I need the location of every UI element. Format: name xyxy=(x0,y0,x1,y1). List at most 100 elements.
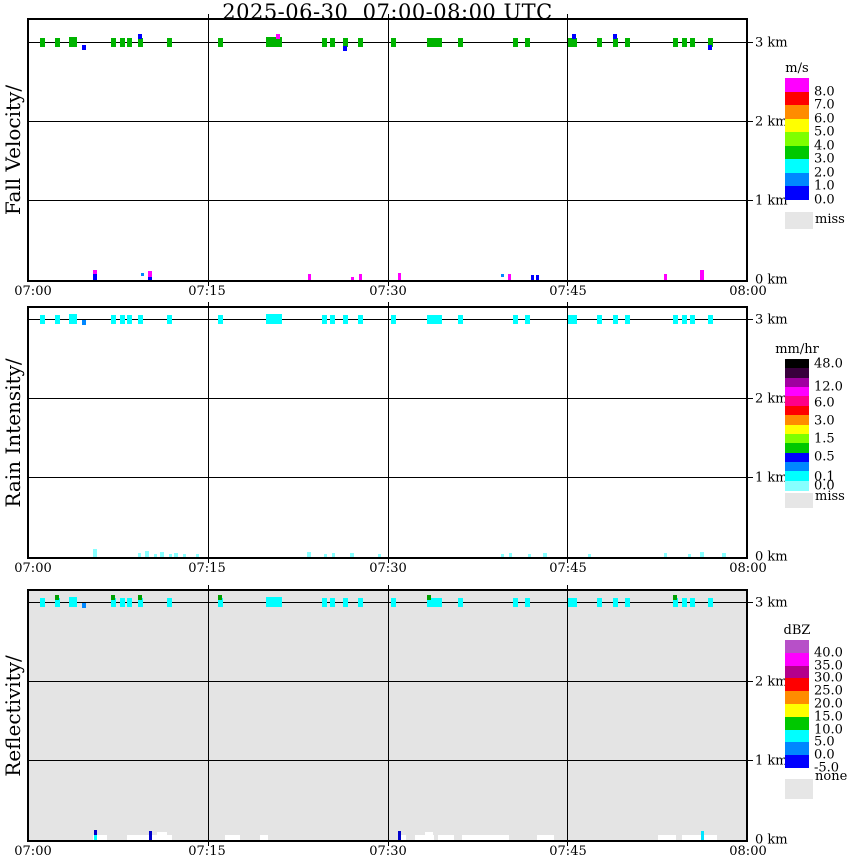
echo-mark-3km xyxy=(322,598,327,607)
colorbar-tick-label: 1.5 xyxy=(814,431,835,447)
colorbar-segment xyxy=(785,377,809,388)
surface-echo-mark xyxy=(508,274,511,280)
x-tick-label: 07:15 xyxy=(188,844,226,859)
echo-mark-3km xyxy=(513,315,518,324)
x-tick-label: 07:45 xyxy=(549,284,587,299)
colorbar-segment xyxy=(785,405,809,416)
colorbar-segment xyxy=(785,755,809,769)
x-tick-label: 07:45 xyxy=(549,561,587,576)
surface-echo-mark xyxy=(351,277,354,280)
surface-echo-mark xyxy=(378,554,381,557)
colorbar-missing-label: miss xyxy=(815,489,845,504)
echo-mark-3km xyxy=(597,315,602,324)
surface-echo-mark xyxy=(658,835,676,840)
height-tick-label: 0 km xyxy=(755,832,788,848)
echo-mark-3km xyxy=(572,38,577,47)
x-tick-top xyxy=(388,302,389,306)
echo-mark-3km xyxy=(391,38,396,47)
echo-mark-3km xyxy=(525,38,530,47)
echo-mark-3km xyxy=(597,38,602,47)
x-tick-label: 07:15 xyxy=(188,561,226,576)
echo-mark-3km xyxy=(432,598,437,607)
echo-mark-3km xyxy=(391,315,396,324)
colorbar-tick-label: 6.0 xyxy=(814,111,835,127)
height-tick-label: 3 km xyxy=(755,312,788,328)
x-tick-top xyxy=(567,14,568,18)
surface-echo-mark xyxy=(700,552,704,557)
echo-mark-3km xyxy=(138,315,143,324)
echo-mark-3km xyxy=(343,598,348,607)
surface-echo-mark xyxy=(701,831,704,840)
colorbar-segment xyxy=(785,742,809,756)
gridline-quarter-hour xyxy=(567,591,568,840)
echo-mark-3km xyxy=(358,315,363,324)
echo-mark-3km xyxy=(682,598,687,607)
x-tick-bottom xyxy=(388,559,389,563)
y-tick-right xyxy=(748,200,753,201)
colorbar-tick-label: 2.0 xyxy=(814,165,835,181)
surface-echo-mark xyxy=(664,274,667,280)
surface-echo-mark xyxy=(148,271,152,277)
x-tick-bottom xyxy=(567,842,568,846)
colorbar-tick-label: 1.0 xyxy=(814,178,835,194)
echo-mark-3km xyxy=(458,38,463,47)
colorbar-tick-label: 30.0 xyxy=(814,670,843,686)
y-tick-right xyxy=(748,121,753,122)
surface-echo-mark xyxy=(398,831,401,840)
colorbar-segment xyxy=(785,433,809,444)
echo-mark-3km xyxy=(458,598,463,607)
colorbar-segment xyxy=(785,480,809,491)
echo-mark-3km xyxy=(432,38,437,47)
y-tick-right xyxy=(748,602,753,603)
colorbar-missing-swatch xyxy=(785,779,813,799)
colorbar-segment xyxy=(785,91,809,106)
echo-mark-3km xyxy=(568,315,573,324)
gridline-1km xyxy=(29,477,746,478)
echo-accent-mark xyxy=(427,595,431,600)
x-tick-bottom xyxy=(388,842,389,846)
colorbar-tick-label: 0.1 xyxy=(814,469,835,485)
echo-mark-3km xyxy=(330,315,335,324)
echo-mark-3km xyxy=(673,315,678,324)
colorbar-segment xyxy=(785,704,809,717)
colorbar-tick-label: -5.0 xyxy=(814,760,840,776)
x-tick-top xyxy=(388,585,389,589)
echo-mark-3km xyxy=(625,38,630,47)
colorbar-tick-label: 10.0 xyxy=(814,722,843,738)
x-tick-label: 08:00 xyxy=(729,284,767,299)
echo-mark-3km xyxy=(111,38,116,47)
colorbar-tick-label: 35.0 xyxy=(814,658,843,674)
colorbar-tick-label: 4.0 xyxy=(814,138,835,154)
echo-mark-3km xyxy=(55,598,60,607)
echo-mark-3km xyxy=(572,315,577,324)
colorbar-segment xyxy=(785,640,809,653)
echo-mark-3km xyxy=(167,38,172,47)
surface-echo-mark xyxy=(174,553,178,557)
echo-mark-3km xyxy=(708,315,713,324)
colorbar-segment xyxy=(785,424,809,435)
echo-mark-3km xyxy=(55,38,60,47)
surface-echo-mark xyxy=(415,835,420,840)
echo-mark-3km xyxy=(218,598,223,607)
surface-echo-mark xyxy=(145,551,149,557)
echo-mark-3km xyxy=(427,598,432,607)
echo-accent-mark xyxy=(138,34,142,39)
height-tick-label: 2 km xyxy=(755,674,788,690)
surface-echo-mark xyxy=(94,835,97,840)
surface-echo-mark xyxy=(359,274,362,280)
echo-mark-3km xyxy=(266,597,274,607)
colorbar-missing-label: miss xyxy=(815,212,845,227)
gridline-2km xyxy=(29,681,746,682)
echo-mark-3km xyxy=(690,38,695,47)
echo-mark-3km xyxy=(513,598,518,607)
echo-mark-3km xyxy=(613,598,618,607)
gridline-2km xyxy=(29,121,746,122)
plot-area-reflectivity xyxy=(27,589,748,842)
colorbar-unit-label-rain-intensity: mm/hr xyxy=(775,342,819,357)
y-tick-right xyxy=(748,477,753,478)
surface-echo-mark xyxy=(93,835,107,840)
colorbar-tick-label: 15.0 xyxy=(814,709,843,725)
colorbar-segment xyxy=(785,396,809,407)
echo-mark-3km xyxy=(432,315,437,324)
colorbar-tick-label: 0.0 xyxy=(814,478,835,494)
